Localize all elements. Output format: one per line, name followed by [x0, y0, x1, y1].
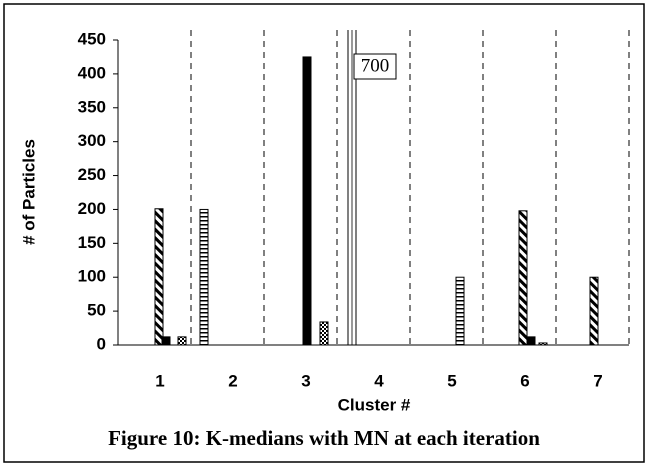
y-tick-label: 300	[78, 131, 106, 150]
bar	[154, 208, 164, 346]
y-tick-label: 50	[87, 301, 106, 320]
x-tick-label: 1	[155, 371, 164, 390]
x-tick-label: 6	[520, 371, 529, 390]
x-tick-label: 5	[447, 371, 456, 390]
bar	[302, 56, 312, 346]
bar	[161, 336, 171, 346]
frame	[3, 3, 645, 463]
x-tick-label: 2	[228, 371, 237, 390]
x-tick-label: 3	[301, 371, 310, 390]
bar	[526, 336, 536, 346]
y-tick-label: 450	[78, 29, 106, 48]
y-tick-label: 150	[78, 233, 106, 252]
bars	[154, 30, 599, 346]
y-tick-label: 250	[78, 165, 106, 184]
figure-caption: Figure 10: K-medians with MN at each ite…	[108, 426, 540, 450]
y-tick-label: 100	[78, 267, 106, 286]
x-tick-label: 7	[593, 371, 602, 390]
bar	[199, 208, 209, 346]
y-axis-label: # of Particles	[19, 139, 38, 245]
y-tick-label: 350	[78, 97, 106, 116]
bar	[589, 276, 599, 346]
bar	[177, 336, 187, 346]
bar	[319, 321, 329, 346]
y-tick-label: 400	[78, 63, 106, 82]
bar	[518, 210, 528, 346]
x-tick-label: 4	[374, 371, 384, 390]
x-axis-label: Cluster #	[338, 395, 411, 414]
bar	[455, 276, 465, 346]
value-label: 700	[361, 55, 390, 76]
y-tick-label: 200	[78, 199, 106, 218]
y-tick-label: 0	[97, 334, 106, 353]
value-label-box	[353, 53, 397, 80]
